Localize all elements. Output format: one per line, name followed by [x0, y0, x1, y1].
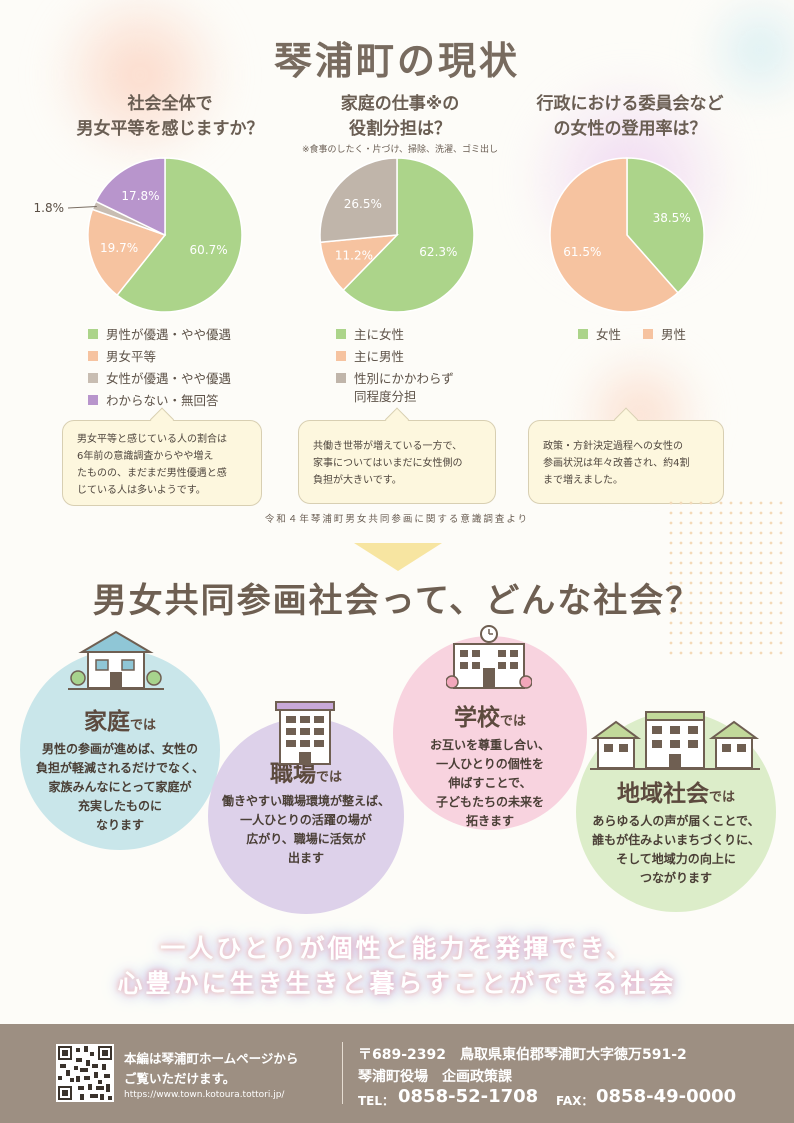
bg-blob: [40, 0, 240, 160]
pie-data-label: 38.5%: [653, 211, 691, 225]
comment-text: 共働き世帯が増えている一方で、 家事についてはいまだに女性側の 負担が大きいです…: [313, 441, 463, 486]
legend-swatch: [88, 329, 98, 339]
legend-label: 男性: [661, 327, 687, 342]
fax-label: FAX：: [556, 1094, 594, 1108]
legend-2: 主に女性主に男性性別にかかわらず 同程度分担: [336, 326, 454, 404]
scene-suffix: では: [708, 790, 735, 805]
comment-bubble-2: 共働き世帯が増えている一方で、 家事についてはいまだに女性側の 負担が大きいです…: [298, 407, 496, 504]
scene-suffix: では: [129, 718, 156, 733]
legend-label: わからない・無回答: [106, 393, 219, 408]
pie-data-label: 62.3%: [419, 245, 457, 259]
legend-swatch: [336, 373, 346, 383]
scene-title: 地域社会: [616, 781, 709, 807]
legend-label: 主に女性: [354, 327, 405, 342]
pie-slice: [115, 157, 243, 313]
footer-divider: [342, 1042, 343, 1104]
section-title: 男女共同参画社会って、どんな社会？: [92, 581, 702, 621]
pie-slice: [342, 157, 475, 313]
legend-1: 男性が優遇・やや優遇 男女平等女性が優遇・やや優遇 わからない・無回答: [88, 326, 231, 414]
legend-item: 性別にかかわらず 同程度分担: [336, 370, 454, 404]
page-title: 琴浦町の現状: [273, 39, 520, 83]
slogan-line-1: 一人ひとりが個性と能力を発揮でき、: [160, 934, 634, 963]
pie-slice: [94, 157, 166, 237]
legend-item: 男女平等: [88, 348, 231, 370]
legend-swatch: [643, 329, 654, 339]
footer: 本編は琴浦町ホームページから ご覧いただけます。 https://www.tow…: [0, 1024, 794, 1123]
scene-text: お互いを尊重し合い、 一人ひとりの個性を 伸ばすことで、 子どもたちの未来を 拓…: [429, 738, 550, 828]
tel-label: TEL：: [358, 1094, 395, 1108]
legend-label: 女性: [596, 327, 622, 342]
comment-bubble-1: 男女平等と感じている人の割合は 6年前の意識調査からやや増え たものの、まだまだ…: [62, 407, 262, 506]
scene-title: 学校: [453, 705, 500, 731]
pie-leader-line: [67, 205, 97, 209]
homepage-url[interactable]: https://www.town.kotoura.tottori.jp/: [124, 1090, 285, 1100]
pie-slice: [626, 157, 705, 294]
office-name: 琴浦町役場 企画政策課: [358, 1069, 512, 1085]
chart2-title: 家庭の仕事※の 役割分担は？: [340, 94, 460, 139]
pie-slice: [87, 208, 167, 297]
scene-suffix: では: [315, 770, 342, 785]
pie-chart-1: 60.7% 19.7% 1.8% 17.8%: [34, 157, 243, 313]
fax-number: 0858-49-0000: [596, 1086, 737, 1107]
pie-data-label: 1.8%: [34, 201, 65, 215]
scene-school: 学校では お互いを尊重し合い、 一人ひとりの個性を 伸ばすことで、 子どもたちの…: [393, 636, 587, 830]
legend-item: 男性: [643, 326, 686, 348]
legend-swatch: [578, 329, 588, 339]
homepage-note-line-2: ご覧いただけます。: [124, 1071, 236, 1086]
legend-label: 女性が優遇・やや優遇: [106, 371, 232, 386]
pie-data-label: 17.8%: [121, 189, 159, 203]
chart3-title: 行政における委員会など の女性の登用率は？: [536, 94, 724, 139]
legend-item: 女性: [578, 326, 621, 348]
legend-label: 主に男性: [354, 349, 405, 364]
legend-label: 男女平等: [106, 349, 157, 364]
qr-code-icon[interactable]: [56, 1044, 114, 1102]
homepage-note-line-1: 本編は琴浦町ホームページから: [124, 1051, 299, 1066]
pie-data-label: 26.5%: [344, 197, 382, 211]
legend-3: 女性 男性: [578, 326, 686, 348]
down-arrow-icon: [354, 543, 442, 571]
pie-data-label: 11.2%: [335, 249, 373, 263]
scene-text: 働きやすい職場環境が整えば、 一人ひとりの活躍の場が 広がり、職場に活気が 出ま…: [221, 794, 390, 865]
legend-label: 性別にかかわらず 同程度分担: [354, 371, 454, 404]
chart1-title: 社会全体で 男女平等を感じますか？: [76, 94, 264, 139]
survey-source-note: 令和４年琴浦町男女共同参画に関する意識調査より: [264, 514, 530, 525]
house-icon: [68, 630, 164, 690]
legend-item: 男性が優遇・やや優遇: [88, 326, 231, 348]
legend-item: 主に女性: [336, 326, 454, 348]
pie-chart-2: 62.3% 11.2% 26.5%: [319, 157, 475, 313]
tel-number[interactable]: 0858-52-1708: [398, 1086, 539, 1107]
pie-chart-3: 38.5% 61.5%: [549, 157, 705, 313]
school-building-icon: [446, 625, 532, 689]
legend-swatch: [336, 351, 346, 361]
slogan-line-2: 心豊かに生き生きと暮らすことができる社会: [117, 969, 677, 998]
comment-text: 男女平等と感じている人の割合は 6年前の意識調査からやや増え たものの、まだまだ…: [77, 434, 227, 496]
legend-label: 男性が優遇・やや優遇: [106, 327, 232, 342]
legend-swatch: [88, 351, 98, 361]
pie-slice: [549, 157, 679, 313]
pie-slice: [319, 157, 398, 244]
dot-pattern: [668, 500, 788, 660]
chart2-note: ※食事のしたく・片づけ、掃除、洗濯、ゴミ出し: [301, 145, 499, 155]
scene-title: 職場: [269, 761, 316, 787]
address: 〒689-2392 鳥取県東伯郡琴浦町大字徳万591-2: [358, 1047, 687, 1063]
scene-text: あらゆる人の声が届くことで、 誰もが住みよいまちづくりに、 そして地域力の向上に…: [592, 814, 760, 885]
legend-swatch: [88, 395, 98, 405]
scene-title: 家庭: [83, 709, 130, 735]
legend-swatch: [88, 373, 98, 383]
legend-item: 女性が優遇・やや優遇: [88, 370, 231, 392]
pie-data-label: 60.7%: [190, 243, 228, 257]
legend-item: 主に男性: [336, 348, 454, 370]
pie-data-label: 19.7%: [100, 241, 138, 255]
comment-bubble-3: 政策・方針決定過程への女性の 参画状況は年々改善され、約4割 まで増えました。: [528, 407, 724, 504]
scene-suffix: では: [499, 714, 526, 729]
comment-text: 政策・方針決定過程への女性の 参画状況は年々改善され、約4割 まで増えました。: [543, 441, 690, 486]
scene-text: 男性の参画が進めば、女性の 負担が軽減されるだけでなく、 家族みんなにとって家庭…: [35, 742, 204, 832]
office-building-icon: [275, 701, 335, 765]
legend-item: わからない・無回答: [88, 392, 231, 414]
legend-swatch: [336, 329, 346, 339]
town-houses-icon: [590, 711, 760, 770]
pie-data-label: 61.5%: [563, 245, 601, 259]
